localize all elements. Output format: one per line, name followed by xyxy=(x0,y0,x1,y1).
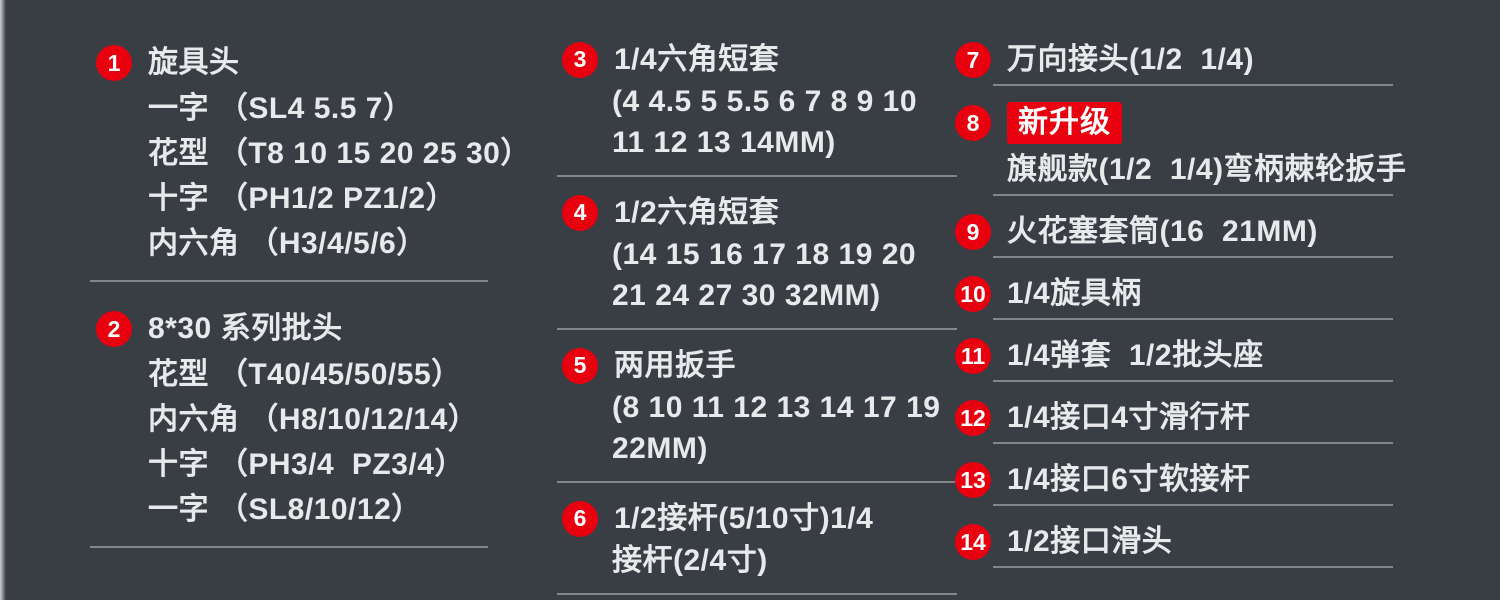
item-10-title: 1/4旋具柄 xyxy=(1007,277,1142,310)
item-7-number-badge: 7 xyxy=(955,42,991,78)
divider xyxy=(993,442,1393,444)
column-3: 7 万向接头(1/2 1/4) 8 新升级 旗舰款(1/2 1/4)弯柄棘轮扳手… xyxy=(955,40,1415,584)
legend-item-12: 12 1/4接口4寸滑行杆 xyxy=(955,398,1415,444)
item-13-number-badge: 13 xyxy=(955,462,991,498)
item-4-head: 4 1/2六角短套 xyxy=(562,191,964,234)
item-3-head: 3 1/4六角短套 xyxy=(562,38,964,81)
item-9-head: 9 火花塞套筒(16 21MM) xyxy=(955,212,1415,252)
legend-item-7: 7 万向接头(1/2 1/4) xyxy=(955,40,1415,86)
divider xyxy=(993,504,1393,506)
item-5-spec-line: 22MM) xyxy=(612,432,708,465)
item-1-spec-line: 十字 （PH1/2 PZ1/2） xyxy=(148,182,457,215)
item-1-title: 旋具头 xyxy=(148,46,240,79)
item-14-number-badge: 14 xyxy=(955,524,991,560)
legend-item-4: 4 1/2六角短套 (14 15 16 17 18 19 20 21 24 27… xyxy=(557,191,964,330)
item-3-spec-line: 11 12 13 14MM) xyxy=(612,126,836,159)
item-7-head: 7 万向接头(1/2 1/4) xyxy=(955,40,1415,80)
item-11-title: 1/4弹套 1/2批头座 xyxy=(1007,339,1264,372)
item-8-number-badge: 8 xyxy=(955,105,991,141)
legend-item-2: 2 8*30 系列批头 花型 （T40/45/50/55） 内六角 （H8/10… xyxy=(90,306,496,548)
item-11-number-badge: 11 xyxy=(955,338,991,374)
item-4-spec-line: (14 15 16 17 18 19 20 xyxy=(612,238,917,271)
divider xyxy=(993,256,1393,258)
item-2-number-badge: 2 xyxy=(96,311,132,347)
divider xyxy=(993,380,1393,382)
item-3-number-badge: 3 xyxy=(562,41,598,78)
item-12-number-badge: 12 xyxy=(955,400,991,436)
item-2-head: 2 8*30 系列批头 xyxy=(96,306,496,352)
legend-item-14: 14 1/2接口滑头 xyxy=(955,522,1415,568)
item-14-title: 1/2接口滑头 xyxy=(1007,525,1173,558)
item-4-title: 1/2六角短套 xyxy=(614,195,780,229)
divider xyxy=(993,318,1393,320)
item-1-spec-lines: 一字 （SL4 5.5 7） 花型 （T8 10 15 20 25 30） 十字… xyxy=(148,86,531,266)
divider xyxy=(90,280,488,282)
new-upgrade-badge: 新升级 xyxy=(1007,102,1122,144)
item-10-head: 10 1/4旋具柄 xyxy=(955,274,1415,314)
item-10-number-badge: 10 xyxy=(955,276,991,312)
item-1-number-badge: 1 xyxy=(96,45,132,81)
item-2-spec-line: 一字 （SL8/10/12） xyxy=(148,493,422,526)
item-2-spec-line: 内六角 （H8/10/12/14） xyxy=(148,403,479,436)
item-12-title: 1/4接口4寸滑行杆 xyxy=(1007,401,1251,434)
item-1-head: 1 旋具头 xyxy=(96,40,496,86)
item-5-head: 5 两用扳手 xyxy=(562,344,964,387)
item-4-spec-line: 21 24 27 30 32MM) xyxy=(612,279,881,312)
item-2-spec-line: 十字 （PH3/4 PZ3/4） xyxy=(148,448,465,481)
item-8-title: 旗舰款(1/2 1/4)弯柄棘轮扳手 xyxy=(1007,153,1407,186)
legend-item-5: 5 两用扳手 (8 10 11 12 13 14 17 19 22MM) xyxy=(557,344,964,483)
legend-item-11: 11 1/4弹套 1/2批头座 xyxy=(955,336,1415,382)
divider xyxy=(993,566,1393,568)
item-5-number-badge: 5 xyxy=(562,347,598,384)
item-1-spec-line: 花型 （T8 10 15 20 25 30） xyxy=(148,137,531,170)
divider xyxy=(557,328,957,330)
legend-item-9: 9 火花塞套筒(16 21MM) xyxy=(955,212,1415,258)
item-4-number-badge: 4 xyxy=(562,194,598,231)
legend-item-6: 6 1/2接杆(5/10寸)1/4 接杆(2/4寸) xyxy=(557,497,964,595)
item-6-title: 1/2接杆(5/10寸)1/4 xyxy=(614,501,874,535)
divider xyxy=(993,84,1393,86)
divider xyxy=(557,481,957,483)
column-1: 1 旋具头 一字 （SL4 5.5 7） 花型 （T8 10 15 20 25 … xyxy=(90,40,531,572)
item-3-title: 1/4六角短套 xyxy=(614,42,780,76)
item-12-head: 12 1/4接口4寸滑行杆 xyxy=(955,398,1415,438)
item-7-title: 万向接头(1/2 1/4) xyxy=(1007,43,1255,76)
item-8-head: 8 新升级 xyxy=(955,102,1415,144)
legend-item-10: 10 1/4旋具柄 xyxy=(955,274,1415,320)
left-edge-highlight xyxy=(0,0,6,600)
item-1-spec-line: 内六角 （H3/4/5/6） xyxy=(148,227,427,260)
legend-item-3: 3 1/4六角短套 (4 4.5 5 5.5 6 7 8 9 10 11 12 … xyxy=(557,38,964,177)
column-2: 3 1/4六角短套 (4 4.5 5 5.5 6 7 8 9 10 11 12 … xyxy=(557,38,964,600)
item-2-spec-line: 花型 （T40/45/50/55） xyxy=(148,358,462,391)
item-14-head: 14 1/2接口滑头 xyxy=(955,522,1415,562)
item-13-head: 13 1/4接口6寸软接杆 xyxy=(955,460,1415,500)
item-6-head: 6 1/2接杆(5/10寸)1/4 xyxy=(562,497,964,540)
divider xyxy=(90,546,488,548)
item-9-number-badge: 9 xyxy=(955,214,991,250)
item-1-spec-line: 一字 （SL4 5.5 7） xyxy=(148,92,414,125)
item-11-head: 11 1/4弹套 1/2批头座 xyxy=(955,336,1415,376)
legend-item-8: 8 新升级 旗舰款(1/2 1/4)弯柄棘轮扳手 xyxy=(955,102,1415,196)
item-13-title: 1/4接口6寸软接杆 xyxy=(1007,463,1251,496)
item-2-title: 8*30 系列批头 xyxy=(148,312,343,345)
item-3-spec-lines: (4 4.5 5 5.5 6 7 8 9 10 11 12 13 14MM) xyxy=(612,81,964,163)
item-4-spec-lines: (14 15 16 17 18 19 20 21 24 27 30 32MM) xyxy=(612,234,964,316)
legend-item-13: 13 1/4接口6寸软接杆 xyxy=(955,460,1415,506)
item-5-spec-lines: (8 10 11 12 13 14 17 19 22MM) xyxy=(612,387,964,469)
item-6-spec-line: 接杆(2/4寸) xyxy=(612,544,768,577)
divider xyxy=(557,593,957,595)
item-3-spec-line: (4 4.5 5 5.5 6 7 8 9 10 xyxy=(612,85,918,118)
legend-item-1: 1 旋具头 一字 （SL4 5.5 7） 花型 （T8 10 15 20 25 … xyxy=(90,40,531,282)
item-5-spec-line: (8 10 11 12 13 14 17 19 xyxy=(612,391,941,424)
divider xyxy=(993,194,1393,196)
divider xyxy=(557,175,957,177)
item-9-title: 火花塞套筒(16 21MM) xyxy=(1007,215,1318,248)
item-6-number-badge: 6 xyxy=(562,500,598,537)
item-6-spec-lines: 接杆(2/4寸) xyxy=(612,540,964,581)
item-5-title: 两用扳手 xyxy=(614,348,736,382)
item-2-spec-lines: 花型 （T40/45/50/55） 内六角 （H8/10/12/14） 十字 （… xyxy=(148,352,496,532)
